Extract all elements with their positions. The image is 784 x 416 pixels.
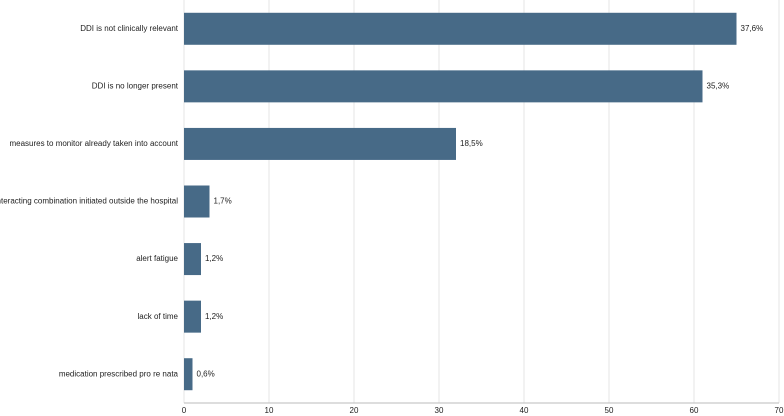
y-tick-label: measures to monitor already taken into a…	[9, 139, 178, 148]
value-label: 18,5%	[460, 139, 483, 148]
x-tick-label: 40	[520, 406, 529, 415]
bar	[184, 12, 737, 45]
x-tick-label: 70	[775, 406, 784, 415]
y-tick-label: alert fatigue	[136, 254, 178, 263]
value-label: 37,6%	[741, 24, 764, 33]
x-tick-label: 30	[435, 406, 444, 415]
bar	[184, 127, 456, 160]
y-tick-label: medication prescribed pro re nata	[59, 369, 179, 378]
value-label: 1,7%	[214, 197, 232, 206]
value-label: 1,2%	[205, 254, 223, 263]
bar	[184, 243, 201, 276]
y-tick-label: DDI is not clinically relevant	[80, 24, 179, 33]
bar	[184, 300, 201, 333]
x-tick-label: 0	[182, 406, 187, 415]
value-label: 0,6%	[197, 369, 215, 378]
y-tick-label: lack of time	[138, 312, 179, 321]
x-tick-label: 50	[605, 406, 614, 415]
value-label: 35,3%	[707, 81, 730, 90]
y-tick-label: interacting combination initiated outsid…	[0, 197, 178, 206]
value-label: 1,2%	[205, 312, 223, 321]
x-tick-label: 20	[350, 406, 359, 415]
bar	[184, 185, 210, 218]
y-tick-label: DDI is no longer present	[92, 81, 179, 90]
x-tick-label: 10	[265, 406, 274, 415]
x-tick-label: 60	[690, 406, 699, 415]
bar	[184, 70, 703, 103]
bar	[184, 358, 193, 391]
